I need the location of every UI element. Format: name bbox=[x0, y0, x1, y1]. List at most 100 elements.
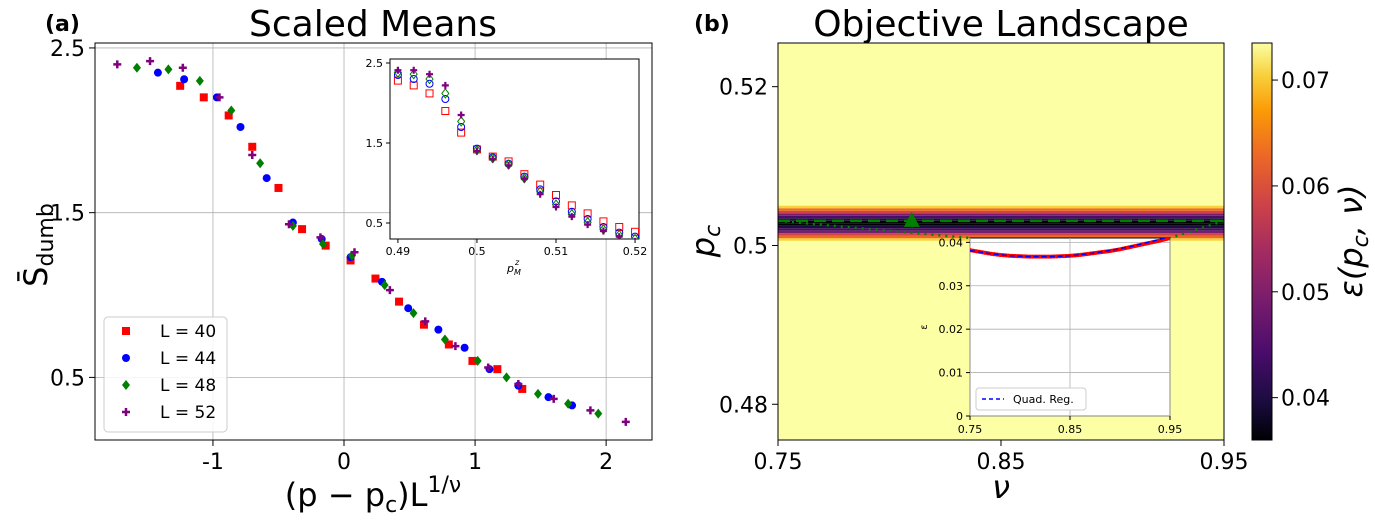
inset-x-tick-label: 0.75 bbox=[958, 423, 983, 436]
data-point bbox=[564, 398, 573, 409]
colorbar-label: ε(pc, ν) bbox=[1332, 185, 1374, 298]
inset-data-point bbox=[631, 232, 639, 239]
inset-data-point bbox=[504, 159, 513, 170]
data-point bbox=[274, 183, 283, 192]
inset-y-tick-label: 0.04 bbox=[939, 236, 964, 249]
data-point bbox=[493, 365, 502, 374]
data-point bbox=[444, 340, 453, 349]
inset-data-point bbox=[394, 66, 402, 74]
inset-x-tick-label: 0.49 bbox=[386, 245, 411, 258]
data-point bbox=[132, 62, 141, 73]
inset-b-legend-box bbox=[975, 387, 1087, 411]
inset-data-point bbox=[630, 233, 639, 239]
data-point bbox=[256, 158, 265, 169]
panel-a-ylabel: S̄dumb bbox=[16, 203, 59, 287]
inset-y-tick-label: 1.5 bbox=[366, 137, 384, 150]
inset-data-point bbox=[536, 190, 544, 198]
panel-b-xlabel: ν bbox=[992, 468, 1010, 506]
inset-data-point bbox=[441, 88, 450, 99]
data-point bbox=[164, 64, 173, 75]
panel-b-label: (b) bbox=[694, 12, 730, 37]
inset-data-point bbox=[552, 203, 560, 211]
inset-data-point bbox=[425, 73, 434, 85]
data-point bbox=[178, 63, 187, 72]
y-tick-label: 2.5 bbox=[50, 37, 85, 62]
data-point bbox=[319, 238, 328, 249]
inset-data-point bbox=[505, 161, 513, 169]
inset-data-point bbox=[488, 152, 497, 164]
y-tick-label: 0.52 bbox=[719, 76, 768, 101]
legend-label: L = 40 bbox=[160, 322, 216, 342]
colorbar-tick-label: 0.06 bbox=[1281, 175, 1330, 200]
inset-data-point bbox=[520, 175, 528, 183]
inset-data-point bbox=[426, 70, 434, 78]
data-point bbox=[421, 317, 430, 326]
colorbar-tick-label: 0.07 bbox=[1281, 69, 1330, 94]
inset-x-tick-label: 0.5 bbox=[468, 245, 486, 258]
heatmap-band bbox=[778, 213, 1224, 216]
inset-x-tick-label: 0.85 bbox=[1058, 423, 1083, 436]
legend-quad-reg-label: Quad. Reg. bbox=[1013, 393, 1074, 406]
data-point bbox=[395, 297, 404, 306]
inset-data-point bbox=[489, 155, 497, 163]
inset-data-point bbox=[441, 95, 450, 103]
inset-a-ticks: 0.49 0.5 0.51 0.52 0.5 1.5 2.5 bbox=[366, 57, 648, 258]
inset-data-point bbox=[584, 221, 592, 229]
inset-b-ticks: 0.75 0.85 0.95 0 0.01 0.02 0.03 0.04 bbox=[939, 236, 1183, 436]
heatmap-band bbox=[778, 215, 1224, 219]
panel-b-inset: 0.75 0.85 0.95 0 0.01 0.02 0.03 0.04 ε Quad. Re… bbox=[919, 236, 1182, 436]
x-tick-label: 0.85 bbox=[977, 450, 1026, 475]
inset-data-point bbox=[552, 191, 560, 199]
panel-a-inset: 0.49 0.5 0.51 0.52 0.5 1.5 2.5 pMz bbox=[366, 57, 648, 277]
inset-data-point bbox=[568, 213, 576, 221]
inset-data-point bbox=[409, 81, 418, 90]
legend-box bbox=[103, 316, 228, 433]
panel-b-title: Objective Landscape bbox=[813, 4, 1189, 45]
inset-data-point bbox=[441, 81, 449, 89]
heatmap-band bbox=[778, 233, 1224, 236]
data-point bbox=[549, 394, 558, 403]
panel-a-xlabel: (p − pc)L1/ν bbox=[285, 473, 461, 518]
heatmap-band bbox=[778, 235, 1224, 239]
inset-b-grid bbox=[969, 238, 1171, 417]
heatmap-band bbox=[778, 210, 1224, 214]
data-point bbox=[460, 343, 469, 352]
inset-data-point bbox=[425, 89, 434, 98]
inset-x-tick-label: 0.52 bbox=[623, 245, 648, 258]
panel-b: (b) Objective Landscape 0.75 0.85 0.95 0.48… bbox=[684, 4, 1374, 506]
inset-x-tick-label: 0.95 bbox=[1158, 423, 1183, 436]
data-point bbox=[468, 356, 477, 365]
colorbar-tick-label: 0.05 bbox=[1281, 281, 1330, 306]
data-point bbox=[248, 151, 257, 160]
y-tick-label: 0.48 bbox=[719, 393, 768, 418]
x-tick-label: 0 bbox=[337, 450, 351, 475]
inset-data-point bbox=[472, 144, 482, 156]
data-point bbox=[153, 68, 162, 77]
data-point bbox=[180, 75, 189, 84]
data-point bbox=[199, 93, 208, 102]
inset-b-legend: Quad. Reg. bbox=[975, 387, 1087, 411]
data-point bbox=[224, 111, 233, 120]
data-point bbox=[533, 388, 542, 399]
panel-a-title: Scaled Means bbox=[249, 4, 497, 45]
legend-marker bbox=[122, 380, 130, 390]
inset-a-frame bbox=[389, 58, 640, 240]
inset-data-point bbox=[457, 111, 465, 119]
legend-marker bbox=[122, 327, 130, 335]
colorbar: 0.04 0.05 0.06 0.07 ε(pc, ν) bbox=[1251, 42, 1374, 441]
inset-x-tick-label: 0.51 bbox=[544, 245, 569, 258]
inset-a-xlabel: pMz bbox=[506, 258, 521, 277]
heatmap-band bbox=[778, 225, 1224, 229]
data-point bbox=[473, 355, 482, 366]
legend-marker bbox=[122, 354, 130, 362]
legend-label: L = 48 bbox=[160, 376, 216, 396]
inset-b-ylabel: ε bbox=[919, 324, 930, 329]
data-point bbox=[380, 280, 389, 291]
data-point bbox=[502, 372, 511, 383]
inset-connector-right bbox=[1169, 219, 1224, 240]
data-point bbox=[350, 248, 359, 257]
data-point bbox=[621, 417, 630, 426]
data-point bbox=[248, 142, 257, 151]
inset-y-tick-label: 0.01 bbox=[939, 367, 964, 380]
data-point bbox=[146, 57, 155, 66]
